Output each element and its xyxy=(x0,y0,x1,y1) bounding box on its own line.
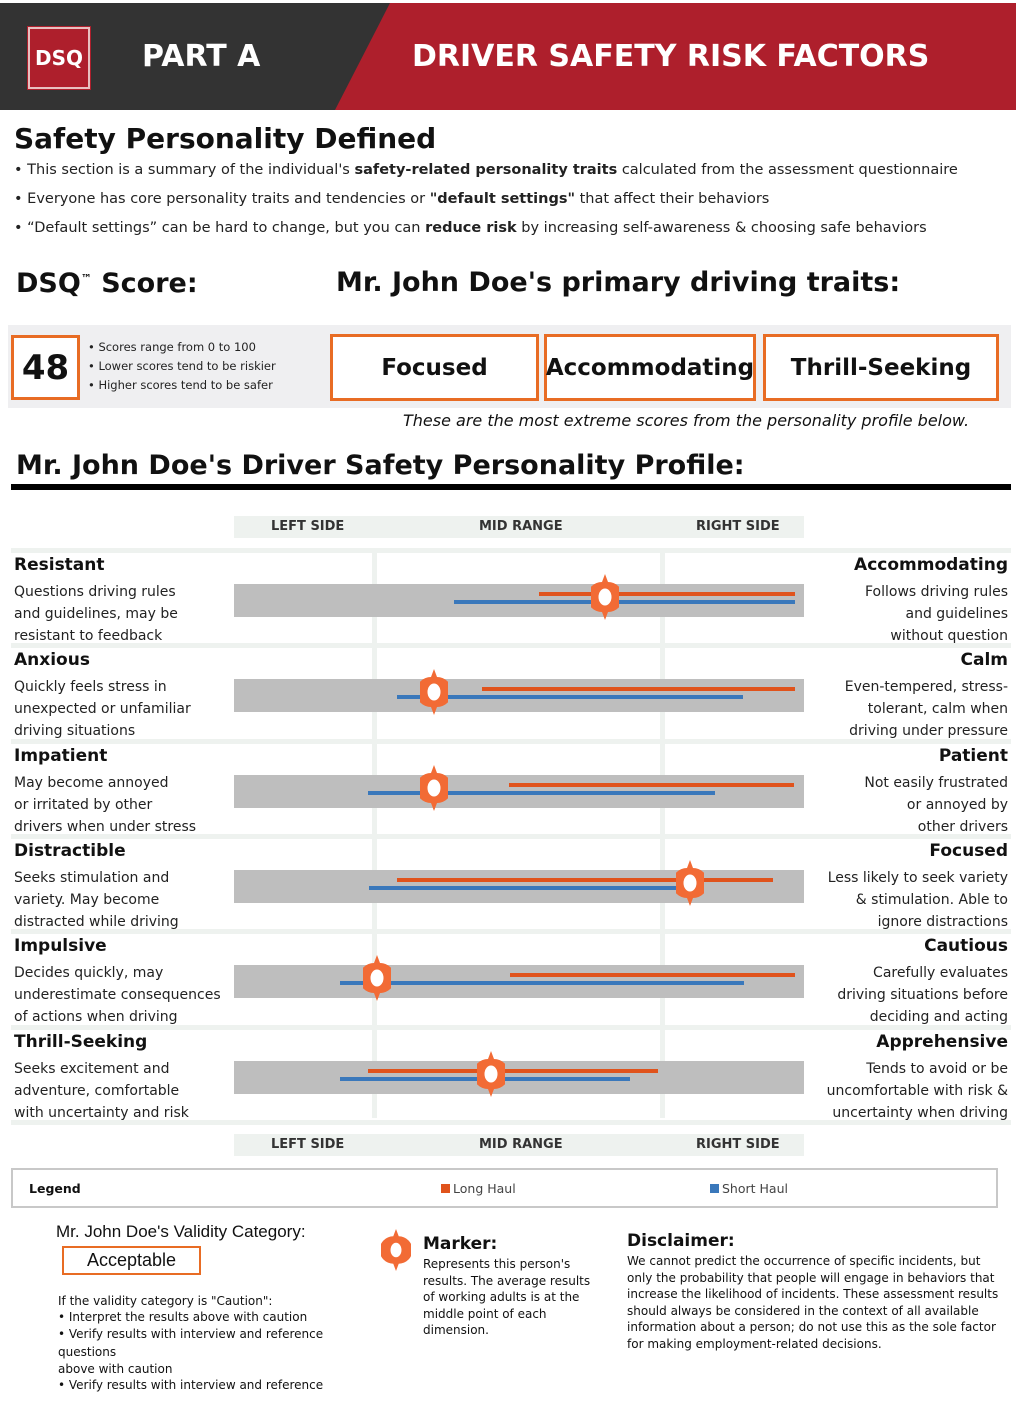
profile-row: Distractible Seeks stimulation and variet… xyxy=(0,837,1016,932)
short-haul-range xyxy=(367,790,716,795)
validity-line: • Verify results with interview and refe… xyxy=(58,1378,324,1392)
validity-title: Mr. John Doe's Validity Category: xyxy=(56,1222,306,1241)
short-haul-range xyxy=(340,981,745,986)
left-trait-title: Resistant xyxy=(14,555,105,575)
validity-line: above with caution xyxy=(58,1362,173,1376)
profile-row: Impulsive Decides quickly, may underestim… xyxy=(0,932,1016,1027)
long-haul-range xyxy=(481,687,795,692)
legend-title: Legend xyxy=(29,1181,81,1196)
legend-long-haul: Long Haul xyxy=(441,1181,516,1196)
person-marker xyxy=(676,859,704,906)
person-marker xyxy=(419,764,448,811)
long-haul-range xyxy=(367,1068,659,1073)
score-note: • Lower scores tend to be riskier xyxy=(88,359,276,373)
right-trait-title: Focused xyxy=(929,840,1008,861)
left-trait-desc: May become annoyed or irritated by other d… xyxy=(14,774,197,835)
left-trait-desc: Decides quickly, may underestimate conseq… xyxy=(14,965,221,1026)
marker-icon xyxy=(381,1229,411,1271)
left-trait-desc: Seeks stimulation and variety. May become… xyxy=(14,869,179,930)
row-divider xyxy=(11,833,1011,839)
short-haul-range xyxy=(454,600,795,604)
profile-title: Mr. John Doe's Driver Safety Personality… xyxy=(16,450,745,481)
long-haul-range xyxy=(508,782,794,787)
left-trait-title: Distractible xyxy=(14,840,126,861)
validity-value: Acceptable xyxy=(62,1246,201,1275)
part-label: PART A xyxy=(142,39,261,74)
traits-heading: Mr. John Doe's primary driving traits: xyxy=(336,267,901,298)
score-note: • Scores range from 0 to 100 xyxy=(88,340,256,354)
intro-bullet: • This section is a summary of the indiv… xyxy=(14,162,958,178)
disclaimer-text: We cannot predict the occurrence of spec… xyxy=(627,1254,999,1351)
long-haul-range xyxy=(397,877,774,882)
row-divider xyxy=(11,1024,1011,1030)
column-header-bottom: LEFT SIDE MID RANGE RIGHT SIDE xyxy=(234,1134,804,1156)
left-trait-desc: Quickly feels stress in unexpected or unf… xyxy=(14,679,191,740)
header-bar: DSQ PART A DRIVER SAFETY RISK FACTORS xyxy=(0,3,1016,110)
marker-text: Represents this person's results. The av… xyxy=(423,1257,591,1337)
intro-bullet: • Everyone has core personality traits a… xyxy=(14,191,770,207)
validity-line: questions xyxy=(58,1345,117,1359)
right-trait-title: Accommodating xyxy=(854,555,1008,575)
row-divider xyxy=(11,738,1011,744)
person-marker xyxy=(362,955,391,1002)
person-marker xyxy=(476,1050,505,1097)
short-haul-range xyxy=(369,885,679,890)
row-divider xyxy=(11,929,1011,935)
left-trait-title: Impulsive xyxy=(14,936,107,957)
right-trait-desc: Tends to avoid or be uncomfortable with r… xyxy=(826,1060,1008,1121)
right-trait-desc: Carefully evaluates driving situations be… xyxy=(837,965,1008,1026)
trait-box: Accommodating xyxy=(544,334,756,401)
right-trait-desc: Less likely to seek variety & stimulation… xyxy=(827,869,1008,930)
intro-bullet: • “Default settings” can be hard to chan… xyxy=(14,220,927,236)
dsq-logo: DSQ xyxy=(27,26,91,90)
left-trait-title: Thrill-Seeking xyxy=(14,1031,148,1052)
column-header-top: LEFT SIDE MID RANGE RIGHT SIDE xyxy=(234,516,804,538)
left-trait-desc: Seeks excitement and adventure, comfortab… xyxy=(14,1060,189,1121)
long-haul-range xyxy=(509,973,795,978)
left-trait-desc: Questions driving rules and guidelines, m… xyxy=(14,584,178,644)
validity-line: If the validity category is "Caution": xyxy=(58,1294,273,1308)
profile-row: Impatient May become annoyed or irritated… xyxy=(0,742,1016,837)
short-haul-range xyxy=(397,695,743,700)
trait-box: Focused xyxy=(330,334,539,401)
row-divider xyxy=(11,548,1011,553)
trait-box: Thrill-Seeking xyxy=(763,334,999,401)
right-trait-desc: Follows driving rules and guidelines witho… xyxy=(864,584,1008,644)
divider xyxy=(11,484,1011,490)
person-marker xyxy=(419,669,448,716)
legend-short-haul: Short Haul xyxy=(710,1181,788,1196)
left-trait-title: Anxious xyxy=(14,650,90,671)
validity-line: • Verify results with interview and refe… xyxy=(58,1327,324,1341)
right-trait-title: Apprehensive xyxy=(876,1031,1008,1052)
profile-row: Resistant Questions driving rules and gui… xyxy=(0,551,1016,646)
left-trait-title: Impatient xyxy=(14,745,108,766)
header-red-panel xyxy=(335,3,1016,110)
legend: Legend Long Haul Short Haul xyxy=(11,1168,998,1208)
right-trait-desc: Not easily frustrated or annoyed by other … xyxy=(864,774,1008,835)
right-trait-title: Cautious xyxy=(924,936,1008,957)
marker-title: Marker: xyxy=(423,1234,498,1254)
header-title: DRIVER SAFETY RISK FACTORS xyxy=(412,39,930,74)
person-marker xyxy=(590,574,619,620)
validity-line: • Interpret the results above with cauti… xyxy=(58,1310,308,1324)
profile-row: Anxious Quickly feels stress in unexpecte… xyxy=(0,646,1016,741)
score-note: • Higher scores tend to be safer xyxy=(88,378,273,392)
traits-note: These are the most extreme scores from t… xyxy=(403,411,970,430)
column-divider xyxy=(372,550,377,1118)
row-divider xyxy=(11,643,1011,649)
right-trait-title: Calm xyxy=(960,650,1009,671)
section-title: Safety Personality Defined xyxy=(14,122,437,155)
right-trait-title: Patient xyxy=(938,745,1008,766)
right-trait-desc: Even-tempered, stress-tolerant, calm whe… xyxy=(844,679,1008,740)
long-haul-range xyxy=(538,592,795,596)
score-value: 48 xyxy=(11,335,80,400)
row-divider xyxy=(11,1119,1011,1125)
score-heading: DSQ™ Score: xyxy=(16,268,198,299)
disclaimer-title: Disclaimer: xyxy=(627,1231,735,1251)
column-divider xyxy=(660,550,665,1118)
profile-row: Thrill-Seeking Seeks excitement and adven… xyxy=(0,1028,1016,1123)
